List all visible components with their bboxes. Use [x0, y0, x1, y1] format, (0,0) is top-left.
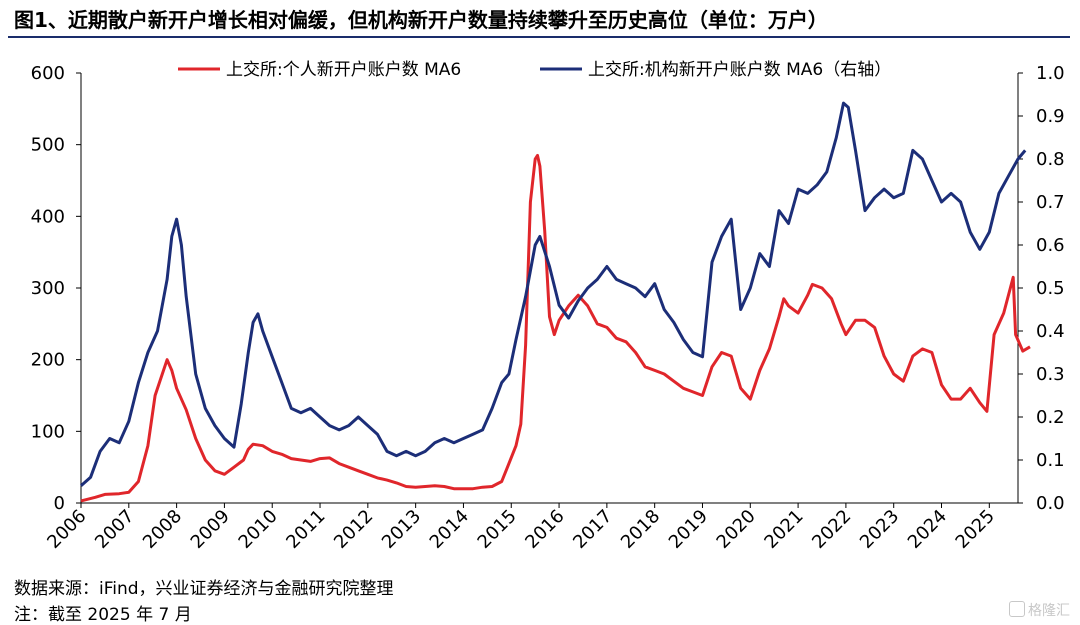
left-axis-tick-label: 500: [31, 135, 65, 156]
chart-title: 图1、近期散户新开户增长相对偏缓，但机构新开户数量持续攀升至历史高位（单位：万户…: [14, 8, 828, 32]
x-axis-tick-label: 2011: [282, 506, 329, 553]
watermark-logo-icon: [1009, 601, 1025, 617]
x-axis-tick-label: 2008: [139, 506, 186, 553]
x-axis-tick-label: 2012: [330, 506, 377, 553]
right-axis-tick-label: 0.6: [1036, 235, 1065, 256]
x-axis-tick-label: 2020: [713, 506, 760, 553]
x-axis-tick-label: 2010: [235, 506, 282, 553]
left-axis-tick-label: 600: [31, 63, 65, 84]
x-axis-tick-label: 2013: [378, 506, 425, 553]
legend-label: 上交所:个人新开户账户数 MA6: [226, 60, 461, 80]
x-axis-tick-label: 2021: [760, 506, 807, 553]
x-axis-tick-label: 2017: [569, 506, 616, 553]
right-axis-tick-label: 0.4: [1036, 321, 1065, 342]
source-note: 数据来源：iFind，兴业证券经济与金融研究院整理: [14, 579, 394, 599]
x-axis-tick-label: 2009: [187, 506, 234, 553]
x-axis-tick-label: 2006: [43, 506, 90, 553]
left-axis-tick-label: 100: [31, 421, 65, 442]
right-axis-tick-label: 0.0: [1036, 493, 1065, 514]
right-axis-tick-label: 0.1: [1036, 450, 1065, 471]
left-axis-tick-label: 400: [31, 206, 65, 227]
x-axis-tick-label: 2019: [665, 506, 712, 553]
series-line-individual: [80, 153, 1031, 503]
right-axis-tick-label: 1.0: [1036, 63, 1065, 84]
right-axis-tick-label: 0.3: [1036, 364, 1065, 385]
x-axis-tick-label: 2015: [474, 506, 521, 553]
right-axis-tick-label: 0.2: [1036, 407, 1065, 428]
x-axis-tick-label: 2018: [617, 506, 664, 553]
x-axis-tick-label: 2023: [856, 506, 903, 553]
left-axis-tick-label: 0: [54, 493, 65, 514]
right-axis-tick-label: 0.9: [1036, 106, 1065, 127]
x-axis-tick-label: 2014: [426, 506, 473, 553]
right-axis-tick-label: 0.7: [1036, 192, 1065, 213]
line-chart: 0 100 200 300 400 500 600 0.0 0.1 0.2 0.3 0.4 0.5 0.6…: [31, 60, 1065, 553]
title-divider: [8, 36, 1070, 38]
watermark-text: 格隆汇: [1028, 603, 1070, 619]
watermark: 格隆汇: [1009, 600, 1070, 620]
date-note: 注：截至 2025 年 7 月: [14, 605, 192, 625]
right-axis-tick-label: 0.5: [1036, 278, 1065, 299]
x-axis-tick-label: 2022: [808, 506, 855, 553]
left-axis-tick-label: 200: [31, 350, 65, 371]
right-axis-tick-label: 0.8: [1036, 149, 1065, 170]
x-axis-tick-label: 2007: [91, 506, 138, 553]
legend-label: 上交所:机构新开户账户数 MA6（右轴）: [588, 60, 891, 80]
x-axis-tick-label: 2024: [904, 506, 951, 553]
x-axis-tick-label: 2016: [521, 506, 568, 553]
x-axis-tick-label: 2025: [952, 506, 999, 553]
series-line-institutional: [79, 101, 1027, 487]
left-axis-tick-label: 300: [31, 278, 65, 299]
